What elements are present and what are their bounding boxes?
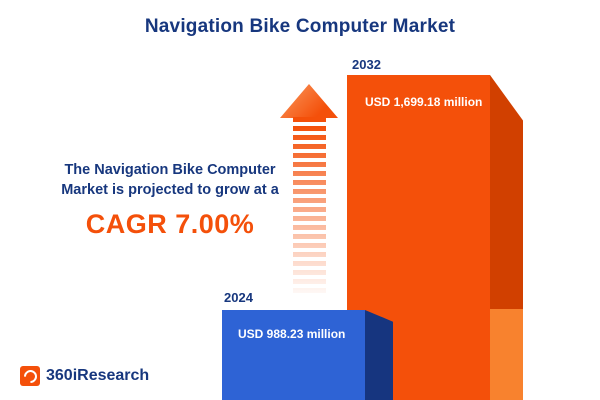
brand-logo: 360iResearch xyxy=(20,366,149,386)
bar-2032-year-label: 2032 xyxy=(352,57,381,72)
logo-icon xyxy=(20,366,40,386)
bar-2032-value-label: USD 1,699.18 million xyxy=(365,95,483,109)
bar-2024-value-label: USD 988.23 million xyxy=(238,327,346,341)
growth-arrow-shaft-icon xyxy=(293,117,326,295)
bar-2024 xyxy=(222,310,365,400)
annotation-line-1: The Navigation Bike Computer xyxy=(64,162,276,178)
page-title: Navigation Bike Computer Market xyxy=(144,16,456,37)
growth-arrow-head-icon xyxy=(280,84,338,118)
annotation-line-2: Market is projected to grow at a xyxy=(61,182,279,198)
bar-2024-side-face xyxy=(365,310,393,400)
growth-annotation: The Navigation Bike Computer Market is p… xyxy=(10,160,330,240)
cagr-value: CAGR 7.00% xyxy=(85,209,255,239)
bar-2024-year-label: 2024 xyxy=(224,290,253,305)
logo-text: 360iResearch xyxy=(46,367,150,384)
bar-2032-side-face xyxy=(490,75,523,400)
